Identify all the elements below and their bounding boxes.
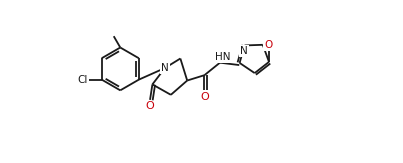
Text: O: O (200, 92, 209, 102)
Text: N: N (240, 46, 248, 56)
Text: O: O (145, 101, 154, 111)
Text: Cl: Cl (78, 75, 88, 85)
Text: N: N (161, 63, 169, 73)
Text: O: O (264, 40, 272, 50)
Text: HN: HN (214, 52, 230, 62)
